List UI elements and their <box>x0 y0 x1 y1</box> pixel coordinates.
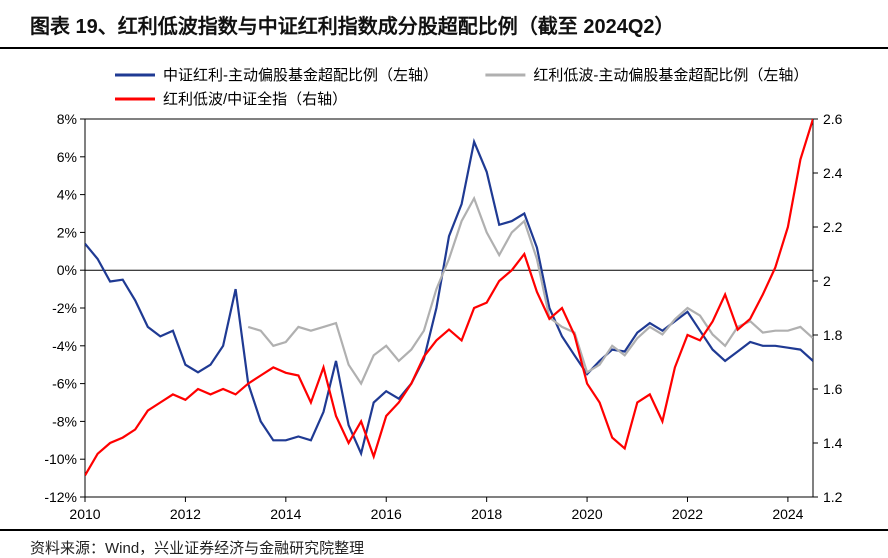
chart-title: 图表 19、红利低波指数与中证红利指数成分股超配比例（截至 2024Q2） <box>0 0 888 49</box>
x-tick-label: 2018 <box>471 506 502 522</box>
x-tick-label: 2020 <box>571 506 602 522</box>
right-tick-label: 1.6 <box>823 381 843 397</box>
right-tick-label: 2.4 <box>823 165 843 181</box>
x-tick-label: 2012 <box>170 506 201 522</box>
left-tick-label: 2% <box>57 224 77 240</box>
left-tick-label: -6% <box>52 376 77 392</box>
x-tick-label: 2010 <box>69 506 100 522</box>
left-tick-label: -12% <box>44 489 77 505</box>
left-tick-label: 4% <box>57 187 77 203</box>
plot-border <box>85 119 813 497</box>
left-tick-label: 8% <box>57 111 77 127</box>
chart-svg: -12%-10%-8%-6%-4%-2%0%2%4%6%8%1.21.41.61… <box>30 59 858 527</box>
left-tick-label: -8% <box>52 413 77 429</box>
legend-label-1: 红利低波-主动偏股基金超配比例（左轴） <box>533 67 808 84</box>
x-tick-label: 2014 <box>270 506 301 522</box>
left-tick-label: 6% <box>57 149 77 165</box>
legend-label-0: 中证红利-主动偏股基金超配比例（左轴） <box>163 67 438 84</box>
left-tick-label: -10% <box>44 451 77 467</box>
right-tick-label: 1.2 <box>823 489 843 505</box>
right-tick-label: 2 <box>823 273 831 289</box>
chart-area: -12%-10%-8%-6%-4%-2%0%2%4%6%8%1.21.41.61… <box>0 49 888 529</box>
right-tick-label: 2.6 <box>823 111 843 127</box>
left-tick-label: -2% <box>52 300 77 316</box>
legend: 中证红利-主动偏股基金超配比例（左轴） 红利低波-主动偏股基金超配比例（左轴） 红利… <box>115 67 808 108</box>
x-tick-label: 2016 <box>371 506 402 522</box>
left-axis: -12% -10% -8% -6% -4% -2% 0% 2% 4% 6% 8% <box>44 111 85 505</box>
right-axis: 1.2 1.4 1.6 1.8 2 2.2 2.4 2.6 <box>813 111 843 505</box>
x-axis: 2010 2012 2014 2016 2018 2020 2022 2024 <box>69 497 803 522</box>
left-tick-label: 0% <box>57 262 77 278</box>
right-tick-label: 1.8 <box>823 327 843 343</box>
right-tick-label: 2.2 <box>823 219 843 235</box>
chart-source: 资料来源：Wind，兴业证券经济与金融研究院整理 <box>0 529 888 558</box>
x-tick-label: 2024 <box>772 506 803 522</box>
x-tick-label: 2022 <box>672 506 703 522</box>
figure: 图表 19、红利低波指数与中证红利指数成分股超配比例（截至 2024Q2） -1… <box>0 0 888 558</box>
right-tick-label: 1.4 <box>823 435 843 451</box>
left-tick-label: -4% <box>52 338 77 354</box>
legend-label-2: 红利低波/中证全指（右轴） <box>163 90 347 108</box>
